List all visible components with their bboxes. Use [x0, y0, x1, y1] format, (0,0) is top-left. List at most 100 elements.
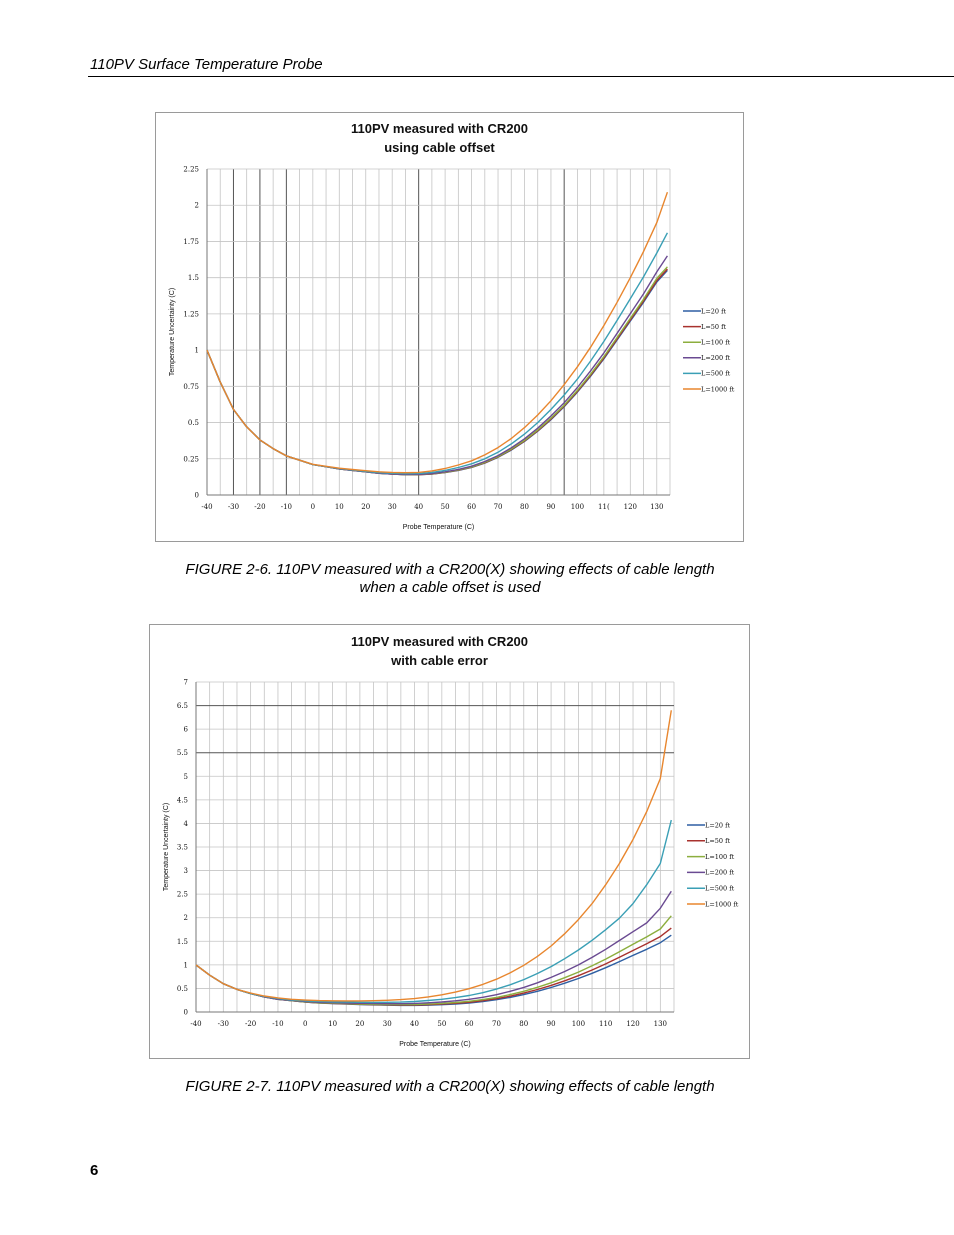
x-tick-label: 90	[547, 1020, 556, 1028]
y-tick-label: 1.25	[183, 310, 199, 318]
x-tick-label: 40	[414, 503, 423, 511]
y-tick-label: 2.25	[183, 166, 199, 174]
running-head: 110PV Surface Temperature Probe	[90, 56, 323, 73]
chart-title-line: with cable error	[390, 653, 488, 668]
y-tick-label: 6.5	[177, 702, 188, 710]
x-tick-label: 70	[492, 1020, 501, 1028]
x-tick-label: -30	[228, 503, 239, 511]
chart-title-line: using cable offset	[384, 140, 495, 155]
y-tick-label: 2.5	[177, 891, 188, 899]
x-tick-label: -10	[272, 1020, 283, 1028]
y-tick-label: 0.25	[183, 455, 199, 463]
header-rule	[88, 76, 954, 77]
legend-label: L=200 ft	[705, 869, 735, 877]
y-axis-label: Temperature Uncertainty (C)	[169, 288, 176, 376]
y-tick-label: 7	[184, 679, 188, 687]
y-tick-label: 1	[184, 961, 188, 969]
y-tick-label: 2	[195, 202, 199, 210]
x-tick-label: 120	[626, 1020, 639, 1028]
x-tick-label: 100	[571, 503, 584, 511]
y-tick-label: 5.5	[177, 749, 188, 757]
x-tick-label: -20	[254, 503, 265, 511]
figure-2-6-caption: FIGURE 2-6. 110PV measured with a CR200(…	[140, 561, 760, 597]
page-number: 6	[90, 1162, 99, 1179]
caption-line: FIGURE 2-6. 110PV measured with a CR200(…	[185, 561, 715, 578]
series-line	[206, 191, 669, 474]
y-tick-label: 1.75	[183, 238, 199, 246]
chart-2-6-svg: 110PV measured with CR200 using cable off…	[169, 121, 735, 531]
y-tick-label: 5	[184, 773, 188, 781]
figure-2-6-chart: 110PV measured with CR200 using cable off…	[155, 112, 744, 542]
x-tick-label: 40	[410, 1020, 419, 1028]
caption-line: when a cable offset is used	[359, 579, 541, 596]
series-line	[195, 819, 672, 1004]
x-tick-label: 10	[335, 503, 344, 511]
series-line	[206, 269, 668, 476]
x-tick-label: 100	[572, 1020, 585, 1028]
y-tick-label: 0	[195, 492, 199, 500]
legend-label: L=100 ft	[705, 853, 735, 861]
series-line	[195, 890, 672, 1005]
x-tick-label: 10	[328, 1020, 337, 1028]
caption-line: FIGURE 2-7. 110PV measured with a CR200(…	[185, 1078, 715, 1095]
y-tick-label: 1.5	[188, 274, 199, 282]
figure-2-7-chart: 110PV measured with CR200 with cable erro…	[149, 624, 750, 1059]
legend-label: L=500 ft	[705, 885, 735, 893]
legend-label: L=500 ft	[701, 370, 731, 378]
legend-label: L=200 ft	[701, 354, 731, 362]
legend-label: L=50 ft	[705, 837, 731, 845]
x-tick-label: 120	[624, 503, 637, 511]
x-tick-label: 90	[546, 503, 555, 511]
x-tick-label: -20	[245, 1020, 256, 1028]
series-line	[195, 710, 672, 1002]
chart-2-7-svg: 110PV measured with CR200 with cable erro…	[163, 634, 739, 1048]
series-line	[206, 266, 668, 476]
figure-2-7-caption: FIGURE 2-7. 110PV measured with a CR200(…	[140, 1078, 760, 1096]
y-tick-label: 3	[184, 867, 188, 875]
y-axis-label: Temperature Uncertainty (C)	[163, 803, 170, 891]
x-axis-label: Probe Temperature (C)	[403, 524, 474, 531]
x-tick-label: 50	[437, 1020, 446, 1028]
x-tick-label: -30	[218, 1020, 229, 1028]
y-tick-label: 1.5	[177, 938, 188, 946]
y-tick-label: 6	[184, 726, 189, 734]
x-tick-label: -10	[281, 503, 292, 511]
x-tick-label: -40	[201, 503, 212, 511]
x-tick-label: 30	[388, 503, 397, 511]
legend-label: L=50 ft	[701, 323, 727, 331]
x-tick-label: 130	[654, 1020, 667, 1028]
x-tick-label: 30	[383, 1020, 392, 1028]
x-tick-label: 20	[361, 503, 370, 511]
series-line	[206, 268, 668, 476]
series-line	[195, 934, 672, 1007]
y-tick-label: 0	[184, 1009, 188, 1017]
chart-title-line: 110PV measured with CR200	[351, 121, 528, 136]
x-tick-label: 50	[441, 503, 450, 511]
legend-label: L=100 ft	[701, 339, 731, 347]
series-line	[195, 915, 672, 1006]
x-tick-label: 60	[465, 1020, 474, 1028]
x-tick-label: 70	[494, 503, 503, 511]
series-line	[206, 232, 669, 475]
y-tick-label: 4.5	[177, 796, 188, 804]
chart-title-line: 110PV measured with CR200	[351, 634, 528, 649]
x-axis-label: Probe Temperature (C)	[399, 1041, 470, 1048]
legend-label: L=1000 ft	[701, 385, 735, 393]
y-tick-label: 3.5	[177, 844, 188, 852]
legend-label: L=20 ft	[705, 821, 731, 829]
legend-label: L=20 ft	[701, 307, 727, 315]
x-tick-label: -40	[190, 1020, 201, 1028]
x-tick-label: 130	[650, 503, 663, 511]
x-tick-label: 110	[599, 1020, 612, 1028]
x-tick-label: 0	[311, 503, 315, 511]
y-tick-label: 0.75	[183, 383, 199, 391]
series-line	[195, 927, 672, 1006]
y-tick-label: 0.5	[188, 419, 199, 427]
legend-label: L=1000 ft	[705, 900, 739, 908]
y-tick-label: 0.5	[177, 985, 188, 993]
x-tick-label: 0	[303, 1020, 307, 1028]
x-tick-label: 11(	[598, 503, 610, 511]
x-tick-label: 20	[355, 1020, 364, 1028]
y-tick-label: 1	[195, 347, 199, 355]
x-tick-label: 80	[520, 503, 529, 511]
